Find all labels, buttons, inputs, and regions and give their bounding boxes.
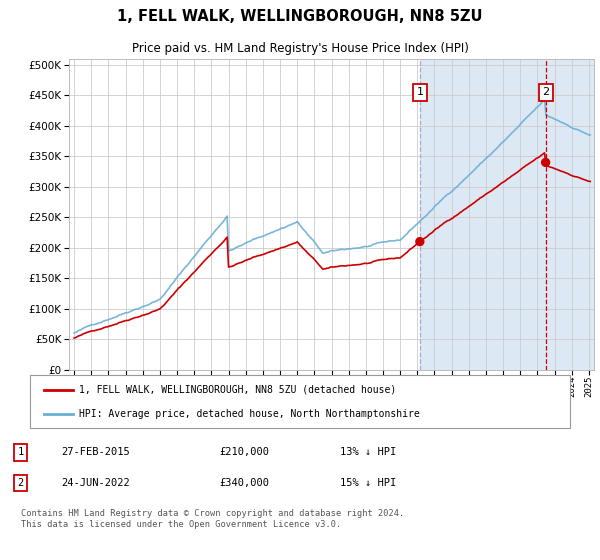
Bar [420,59,600,370]
Text: 1: 1 [17,447,24,458]
Text: Contains HM Land Registry data © Crown copyright and database right 2024.
This d: Contains HM Land Registry data © Crown c… [20,509,404,529]
Text: 1, FELL WALK, WELLINGBOROUGH, NN8 5ZU: 1, FELL WALK, WELLINGBOROUGH, NN8 5ZU [117,9,483,24]
Text: 24-JUN-2022: 24-JUN-2022 [61,478,130,488]
FancyBboxPatch shape [30,375,570,428]
Text: 13% ↓ HPI: 13% ↓ HPI [340,447,397,458]
Text: 1: 1 [416,87,424,97]
Text: 1, FELL WALK, WELLINGBOROUGH, NN8 5ZU (detached house): 1, FELL WALK, WELLINGBOROUGH, NN8 5ZU (d… [79,385,396,395]
Text: HPI: Average price, detached house, North Northamptonshire: HPI: Average price, detached house, Nort… [79,409,419,419]
Text: 2: 2 [542,87,549,97]
Text: £340,000: £340,000 [220,478,269,488]
Text: 15% ↓ HPI: 15% ↓ HPI [340,478,397,488]
Text: 2: 2 [17,478,24,488]
Point [541,158,550,167]
Point [415,237,425,246]
Text: £210,000: £210,000 [220,447,269,458]
Text: Price paid vs. HM Land Registry's House Price Index (HPI): Price paid vs. HM Land Registry's House … [131,41,469,55]
Text: 27-FEB-2015: 27-FEB-2015 [61,447,130,458]
